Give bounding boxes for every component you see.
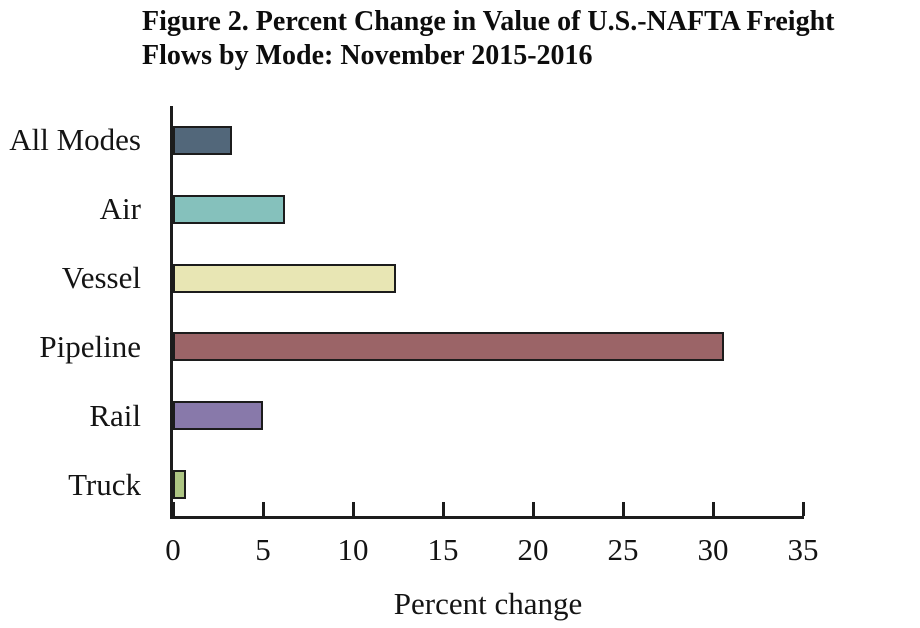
- category-label-vessel: Vessel: [61, 260, 141, 295]
- x-tick-label-30: 30: [697, 532, 729, 567]
- x-tick-label-20: 20: [517, 532, 549, 567]
- bar-air: [173, 195, 285, 224]
- x-tick-20: [532, 502, 535, 516]
- chart-title: Figure 2. Percent Change in Value of U.S…: [142, 5, 834, 73]
- bar-rail: [173, 401, 263, 430]
- x-tick-label-0: 0: [165, 532, 181, 567]
- category-label-air: Air: [99, 191, 141, 226]
- x-tick-label-15: 15: [427, 532, 459, 567]
- x-axis-line: [170, 516, 804, 519]
- bar-truck: [173, 470, 186, 499]
- x-tick-35: [802, 502, 805, 516]
- x-tick-0: [172, 502, 175, 516]
- x-tick-10: [352, 502, 355, 516]
- category-label-all-modes: All Modes: [9, 122, 141, 157]
- x-tick-label-35: 35: [787, 532, 819, 567]
- x-tick-label-10: 10: [337, 532, 369, 567]
- category-label-rail: Rail: [89, 398, 141, 433]
- bar-vessel: [173, 264, 396, 293]
- x-tick-label-5: 5: [255, 532, 271, 567]
- x-tick-30: [712, 502, 715, 516]
- chart-title-line1: Figure 2. Percent Change in Value of U.S…: [142, 6, 835, 37]
- x-tick-25: [622, 502, 625, 516]
- x-tick-15: [442, 502, 445, 516]
- y-axis-line: [170, 106, 173, 519]
- chart-title-line2: Flows by Mode: November 2015-2016: [142, 40, 593, 71]
- category-label-truck: Truck: [68, 467, 141, 502]
- x-tick-label-25: 25: [607, 532, 639, 567]
- bar-pipeline: [173, 332, 724, 361]
- x-tick-5: [262, 502, 265, 516]
- x-axis-title: Percent change: [393, 586, 583, 621]
- bar-all-modes: [173, 126, 232, 155]
- category-label-pipeline: Pipeline: [39, 329, 141, 364]
